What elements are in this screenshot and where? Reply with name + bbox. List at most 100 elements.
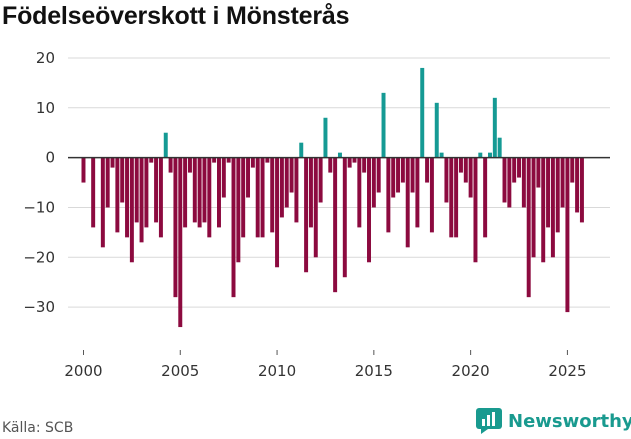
bar-negative bbox=[555, 157, 560, 233]
bar-negative bbox=[473, 157, 478, 263]
bar-negative bbox=[168, 157, 173, 173]
bar-negative bbox=[270, 157, 275, 233]
bar-negative bbox=[313, 157, 318, 258]
y-tick-label: −10 bbox=[23, 198, 55, 216]
bar-negative bbox=[183, 157, 188, 228]
bar-negative bbox=[250, 157, 255, 168]
bar-negative bbox=[536, 157, 541, 188]
bar-negative bbox=[579, 157, 584, 223]
x-tick-label: 2025 bbox=[548, 362, 586, 380]
chart-title: Födelseöverskott i Mönsterås bbox=[2, 2, 350, 30]
y-tick-label: 20 bbox=[36, 49, 55, 67]
bar-negative bbox=[308, 157, 313, 228]
bar-positive bbox=[381, 92, 386, 158]
bar-negative bbox=[289, 157, 294, 193]
bar-negative bbox=[197, 157, 202, 228]
bar-negative bbox=[512, 157, 517, 183]
bar-negative bbox=[115, 157, 120, 233]
bar-negative bbox=[449, 157, 454, 238]
bar-negative bbox=[546, 157, 551, 228]
bar-negative bbox=[294, 157, 299, 223]
bar-negative bbox=[468, 157, 473, 198]
bar-negative bbox=[541, 157, 546, 263]
bar-negative bbox=[560, 157, 565, 208]
bar-negative bbox=[391, 157, 396, 198]
x-tick-label: 2000 bbox=[64, 362, 102, 380]
bar-negative bbox=[260, 157, 265, 238]
bar-negative bbox=[241, 157, 246, 238]
bar-negative bbox=[149, 157, 154, 163]
bar-negative bbox=[144, 157, 149, 228]
bar-positive bbox=[439, 152, 444, 158]
bar-negative bbox=[347, 157, 352, 168]
bar-negative bbox=[212, 157, 217, 163]
bar-positive bbox=[163, 132, 168, 158]
bar-negative bbox=[81, 157, 86, 183]
bar-negative bbox=[376, 157, 381, 193]
bar-negative bbox=[158, 157, 163, 238]
bar-negative bbox=[502, 157, 507, 203]
y-tick-label: 0 bbox=[45, 149, 55, 167]
bar-positive bbox=[299, 142, 304, 158]
bar-negative bbox=[328, 157, 333, 173]
bar-negative bbox=[120, 157, 125, 203]
bar-negative bbox=[105, 157, 110, 208]
bar-positive bbox=[497, 137, 502, 158]
bar-negative bbox=[275, 157, 280, 268]
bar-negative bbox=[454, 157, 459, 238]
bar-negative bbox=[396, 157, 401, 193]
y-tick-label: −20 bbox=[23, 248, 55, 266]
bar-negative bbox=[526, 157, 531, 298]
bar-negative bbox=[565, 157, 570, 313]
bar-negative bbox=[400, 157, 405, 183]
bar-negative bbox=[410, 157, 415, 193]
bar-positive bbox=[420, 67, 425, 158]
bar-positive bbox=[323, 117, 328, 158]
bar-negative bbox=[187, 157, 192, 173]
bar-negative bbox=[575, 157, 580, 213]
x-tick-label: 2010 bbox=[258, 362, 296, 380]
bar-positive bbox=[492, 97, 497, 158]
bar-negative bbox=[173, 157, 178, 298]
bar-negative bbox=[178, 157, 183, 328]
bar-negative bbox=[221, 157, 226, 198]
x-tick-label: 2015 bbox=[355, 362, 393, 380]
bar-negative bbox=[255, 157, 260, 238]
bar-negative bbox=[425, 157, 430, 183]
bar-negative bbox=[246, 157, 251, 198]
bar-negative bbox=[362, 157, 367, 173]
bar-negative bbox=[371, 157, 376, 208]
bar-negative bbox=[134, 157, 139, 223]
bar-negative bbox=[521, 157, 526, 208]
bar-negative bbox=[207, 157, 212, 238]
bar-negative bbox=[333, 157, 338, 293]
bar-negative bbox=[444, 157, 449, 203]
y-tick-label: −30 bbox=[23, 298, 55, 316]
bar-positive bbox=[434, 102, 439, 158]
bar-negative bbox=[342, 157, 347, 278]
bar-negative bbox=[463, 157, 468, 183]
bar-negative bbox=[550, 157, 555, 258]
bar-negative bbox=[531, 157, 536, 258]
bar-positive bbox=[478, 152, 483, 158]
bar-negative bbox=[352, 157, 357, 163]
bar-negative bbox=[517, 157, 522, 178]
bar-negative bbox=[357, 157, 362, 228]
newsworthy-logo-icon bbox=[476, 408, 502, 434]
bar-negative bbox=[458, 157, 463, 173]
bar-negative bbox=[507, 157, 512, 208]
bar-negative bbox=[139, 157, 144, 243]
bar-positive bbox=[337, 152, 342, 158]
brand-logo[interactable]: Newsworthy bbox=[476, 408, 631, 434]
bar-negative bbox=[304, 157, 309, 273]
bar-negative bbox=[318, 157, 323, 203]
bar-negative bbox=[154, 157, 159, 223]
x-tick-label: 2005 bbox=[161, 362, 199, 380]
y-tick-label: 10 bbox=[36, 99, 55, 117]
bar-negative bbox=[405, 157, 410, 248]
bar-negative bbox=[429, 157, 434, 233]
bar-negative bbox=[386, 157, 391, 233]
x-tick-label: 2020 bbox=[452, 362, 490, 380]
bar-negative bbox=[279, 157, 284, 218]
